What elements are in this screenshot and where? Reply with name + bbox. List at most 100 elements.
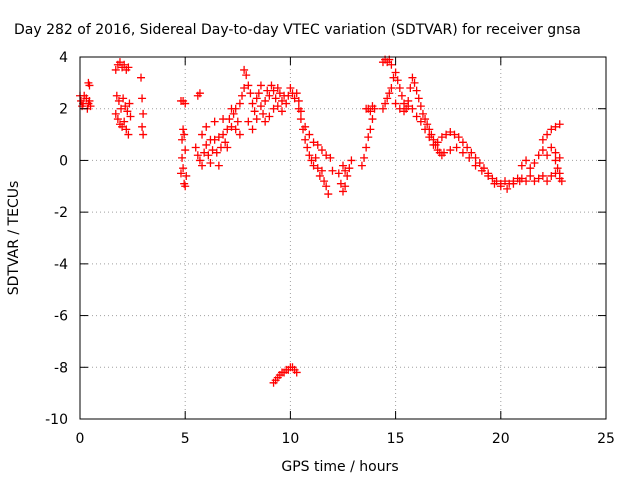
data-point [313, 140, 322, 149]
data-point [534, 151, 543, 160]
data-point [530, 159, 539, 168]
data-point [252, 94, 261, 103]
data-point [273, 102, 282, 111]
data-point [204, 151, 213, 160]
data-point [286, 84, 295, 93]
data-point [362, 143, 371, 152]
data-point [467, 148, 476, 157]
data-point [543, 177, 552, 186]
data-point [439, 148, 448, 157]
data-point [210, 117, 219, 126]
data-point [296, 107, 305, 116]
data-point [256, 81, 265, 90]
data-point [364, 133, 373, 142]
data-point [271, 94, 280, 103]
data-point [235, 99, 244, 108]
data-point [383, 94, 392, 103]
data-point [437, 133, 446, 142]
axis-ticks: 0 5 10 15 20 25 -10 -8 -6 -4 -2 0 2 4 [45, 50, 615, 447]
data-point [206, 159, 215, 168]
x-axis-label: GPS time / hours [281, 459, 398, 475]
data-point [368, 115, 377, 124]
data-point [315, 171, 324, 180]
data-point [317, 146, 326, 155]
data-point [471, 161, 480, 170]
data-point [122, 125, 131, 134]
x-tick-label: 0 [76, 431, 85, 447]
data-point [339, 187, 347, 196]
data-point [412, 86, 421, 95]
plot-frame [79, 56, 607, 420]
grid [80, 57, 606, 419]
data-point [366, 125, 375, 134]
data-point [120, 117, 129, 126]
data-point [551, 122, 560, 131]
data-point [412, 112, 421, 121]
data-point [227, 122, 236, 131]
data-point [418, 109, 427, 118]
data-point [522, 156, 531, 165]
data-point [450, 130, 459, 139]
data-point [259, 109, 268, 118]
data-point [240, 65, 249, 74]
data-point [551, 148, 560, 157]
data-point [219, 130, 228, 139]
data-point [256, 102, 265, 111]
data-point [212, 148, 221, 157]
data-point [538, 135, 547, 144]
data-point [221, 138, 230, 147]
data-point [250, 107, 259, 116]
data-point [547, 125, 556, 134]
data-point [200, 148, 209, 157]
data-point [305, 151, 314, 160]
data-point [555, 169, 564, 178]
data-point [181, 99, 190, 108]
data-point [282, 99, 291, 108]
data-point [244, 117, 253, 126]
data-point [277, 107, 286, 116]
data-point [307, 156, 316, 165]
data-point [227, 104, 236, 113]
data-point [139, 130, 148, 139]
data-point [112, 91, 121, 100]
data-point [488, 174, 497, 183]
data-point [416, 117, 425, 126]
data-point [137, 73, 146, 82]
data-point [248, 125, 257, 134]
data-point [414, 94, 423, 103]
data-point [465, 153, 474, 162]
y-tick-label: -2 [54, 205, 68, 221]
data-point [313, 164, 322, 173]
data-point [452, 143, 461, 152]
data-point [119, 94, 128, 103]
data-point [547, 171, 556, 180]
data-point [433, 138, 442, 147]
data-point [345, 164, 354, 173]
data-point [179, 125, 188, 134]
data-point [252, 115, 261, 124]
data-point [115, 58, 124, 67]
data-point [336, 179, 345, 188]
data-point [309, 161, 318, 170]
data-point [517, 161, 526, 170]
y-tick-label: -10 [45, 412, 68, 428]
data-point [378, 104, 387, 113]
data-point [557, 177, 566, 186]
data-point [484, 171, 493, 180]
data-point [429, 140, 438, 149]
data-point [305, 130, 314, 139]
data-point [446, 146, 455, 155]
data-point [233, 117, 242, 126]
data-point [391, 99, 400, 108]
data-point [555, 153, 564, 162]
data-point [490, 179, 499, 188]
data-point [309, 138, 318, 147]
data-point [294, 96, 303, 105]
y-tick-label: -4 [54, 257, 68, 273]
data-point [301, 135, 310, 144]
data-point [395, 104, 404, 113]
data-point [111, 109, 120, 118]
data-point [292, 89, 301, 98]
data-point [317, 166, 326, 175]
